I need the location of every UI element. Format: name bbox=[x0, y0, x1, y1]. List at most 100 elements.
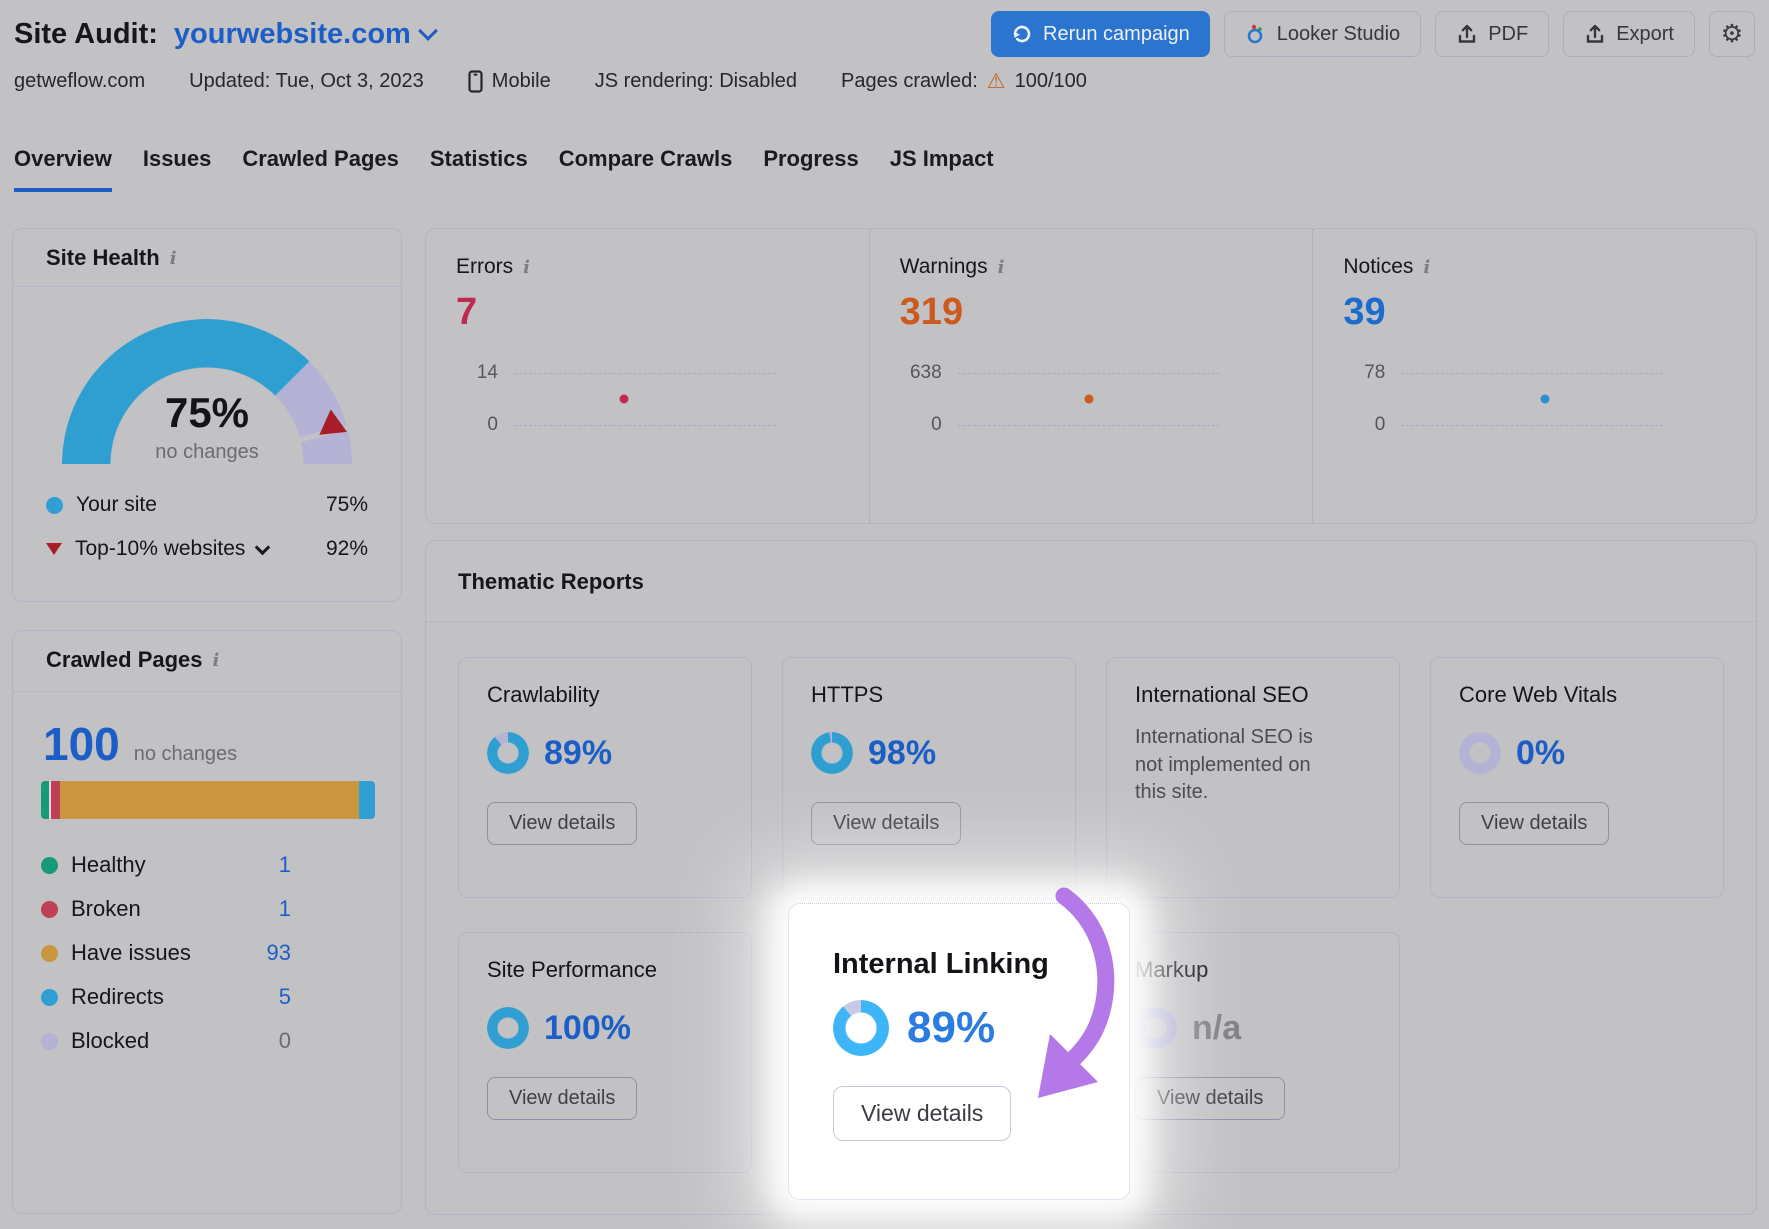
legend-row-have-issues: Have issues 93 bbox=[41, 931, 291, 975]
legend-row-benchmark: Top-10% websites 92% bbox=[46, 537, 368, 561]
chevron-down-icon[interactable] bbox=[255, 539, 271, 555]
https-score: 98% bbox=[868, 733, 937, 772]
markup-score: n/a bbox=[1192, 1008, 1242, 1047]
tab-crawled-pages[interactable]: Crawled Pages bbox=[242, 146, 399, 171]
upload-icon bbox=[1458, 24, 1476, 43]
donut-ring-icon bbox=[1135, 1007, 1177, 1049]
gridline bbox=[957, 372, 1220, 374]
site-health-gauge bbox=[62, 319, 352, 464]
header-buttons: Rerun campaign Looker Studio PDF Export … bbox=[991, 11, 1755, 57]
gear-icon: ⚙ bbox=[1720, 19, 1744, 48]
tab-statistics[interactable]: Statistics bbox=[429, 146, 528, 171]
tab-bar: Overview Issues Crawled Pages Statistics… bbox=[14, 146, 994, 192]
tab-overview[interactable]: Overview bbox=[14, 146, 112, 192]
tab-issues[interactable]: Issues bbox=[142, 146, 212, 171]
site-health-title: Site Health bbox=[46, 245, 160, 270]
core-web-vitals-card: Core Web Vitals 0% View details bbox=[1430, 657, 1724, 898]
warnings-data-point bbox=[1084, 394, 1094, 404]
bar-segment-broken bbox=[51, 781, 60, 819]
info-icon[interactable]: i bbox=[997, 256, 1005, 278]
errors-sparkline: 14 0 bbox=[456, 362, 776, 436]
site-health-card: Site Health i 75% no changes Your site 7… bbox=[12, 228, 402, 602]
meta-device: Mobile bbox=[468, 70, 551, 93]
internal-linking-title: Internal Linking bbox=[833, 948, 1049, 980]
settings-button[interactable]: ⚙ bbox=[1709, 11, 1755, 57]
view-details-button[interactable]: View details bbox=[1459, 802, 1610, 845]
thematic-reports-title: Thematic Reports bbox=[458, 569, 644, 594]
lavender-dot-icon bbox=[41, 1032, 58, 1050]
internal-linking-score: 89% bbox=[907, 1003, 996, 1052]
header: Site Audit: yourwebsite.com Rerun campai… bbox=[14, 10, 1755, 58]
errors-title: Errors bbox=[456, 255, 514, 278]
thematic-grid: Crawlability 89% View details HTTPS 98% … bbox=[458, 657, 1724, 1173]
divider bbox=[13, 286, 401, 287]
internal-linking-card: Internal Linking 89% View details bbox=[788, 903, 1130, 1200]
view-details-button[interactable]: View details bbox=[811, 802, 962, 845]
international-seo-card: International SEO International SEO is n… bbox=[1106, 657, 1400, 898]
internal-linking-view-details-button[interactable]: View details bbox=[833, 1086, 1012, 1141]
info-icon[interactable]: i bbox=[212, 649, 220, 671]
pdf-button[interactable]: PDF bbox=[1435, 11, 1550, 57]
errors-count[interactable]: 7 bbox=[456, 291, 478, 333]
domain-name[interactable]: yourwebsite.com bbox=[173, 17, 411, 50]
upload-icon bbox=[1586, 24, 1604, 43]
bar-segment-have-issues bbox=[60, 781, 359, 819]
meta-js-rendering: JS rendering: Disabled bbox=[594, 70, 798, 92]
errors-data-point bbox=[619, 394, 629, 404]
crawlability-score: 89% bbox=[544, 733, 613, 772]
donut-ring-icon bbox=[487, 732, 529, 774]
crawled-pages-legend: Healthy 1 Broken 1 Have issues 93 Redire… bbox=[41, 843, 291, 1063]
blue-dot-icon bbox=[41, 988, 58, 1006]
notices-data-point bbox=[1540, 394, 1550, 404]
info-icon[interactable]: i bbox=[523, 256, 531, 278]
broken-count[interactable]: 1 bbox=[278, 896, 291, 921]
refresh-icon bbox=[1013, 25, 1031, 43]
tab-progress[interactable]: Progress bbox=[763, 146, 859, 171]
site-health-note: no changes bbox=[155, 441, 259, 463]
tab-js-impact[interactable]: JS Impact bbox=[889, 146, 994, 171]
issues-summary-panel: Errors i 7 14 0 Warnings i 319 638 0 Not… bbox=[425, 228, 1757, 524]
redirects-count[interactable]: 5 bbox=[278, 984, 291, 1009]
site-health-score: 75% bbox=[164, 389, 250, 436]
legend-row-redirects: Redirects 5 bbox=[41, 975, 291, 1019]
gridline bbox=[514, 372, 776, 374]
view-details-button[interactable]: View details bbox=[487, 802, 638, 845]
thematic-reports-panel: Thematic Reports Crawlability 89% View d… bbox=[425, 540, 1757, 1215]
tab-compare-crawls[interactable]: Compare Crawls bbox=[558, 146, 733, 171]
crawlability-card: Crawlability 89% View details bbox=[458, 657, 752, 898]
looker-studio-button[interactable]: Looker Studio bbox=[1223, 11, 1422, 57]
warnings-sparkline: 638 0 bbox=[900, 362, 1220, 436]
info-icon[interactable]: i bbox=[1423, 256, 1431, 278]
divider bbox=[426, 621, 1756, 622]
international-seo-description: International SEO is not implemented on … bbox=[1135, 726, 1313, 804]
notices-title: Notices bbox=[1343, 255, 1414, 278]
https-card: HTTPS 98% View details bbox=[782, 657, 1076, 898]
domain-selector[interactable]: yourwebsite.com bbox=[173, 17, 438, 51]
legend-row-your-site: Your site 75% bbox=[46, 493, 368, 517]
gridline bbox=[1401, 424, 1664, 426]
looker-studio-icon bbox=[1247, 24, 1263, 44]
info-icon[interactable]: i bbox=[169, 247, 177, 269]
view-details-button[interactable]: View details bbox=[1135, 1077, 1286, 1120]
gold-dot-icon bbox=[41, 944, 58, 962]
bar-segment-healthy bbox=[41, 781, 49, 819]
empty-cell bbox=[1430, 932, 1724, 1173]
healthy-count[interactable]: 1 bbox=[278, 852, 291, 877]
site-performance-score: 100% bbox=[544, 1008, 631, 1047]
donut-ring-icon bbox=[1459, 732, 1501, 774]
site-performance-card: Site Performance 100% View details bbox=[458, 932, 752, 1173]
divider bbox=[13, 691, 401, 692]
have-issues-count[interactable]: 93 bbox=[266, 940, 291, 965]
warnings-count[interactable]: 319 bbox=[899, 291, 964, 333]
notices-sparkline: 78 0 bbox=[1343, 362, 1664, 436]
blocked-count: 0 bbox=[278, 1028, 291, 1053]
view-details-button[interactable]: View details bbox=[487, 1077, 638, 1120]
legend-row-blocked: Blocked 0 bbox=[41, 1019, 291, 1063]
your-site-value: 75% bbox=[325, 493, 368, 516]
rerun-campaign-button[interactable]: Rerun campaign bbox=[991, 11, 1210, 57]
notices-panel: Notices i 39 78 0 bbox=[1312, 229, 1756, 523]
mobile-phone-icon bbox=[468, 70, 483, 93]
notices-count[interactable]: 39 bbox=[1343, 291, 1386, 333]
export-button[interactable]: Export bbox=[1563, 11, 1695, 57]
campaign-meta: getweflow.com Updated: Tue, Oct 3, 2023 … bbox=[14, 70, 1087, 93]
